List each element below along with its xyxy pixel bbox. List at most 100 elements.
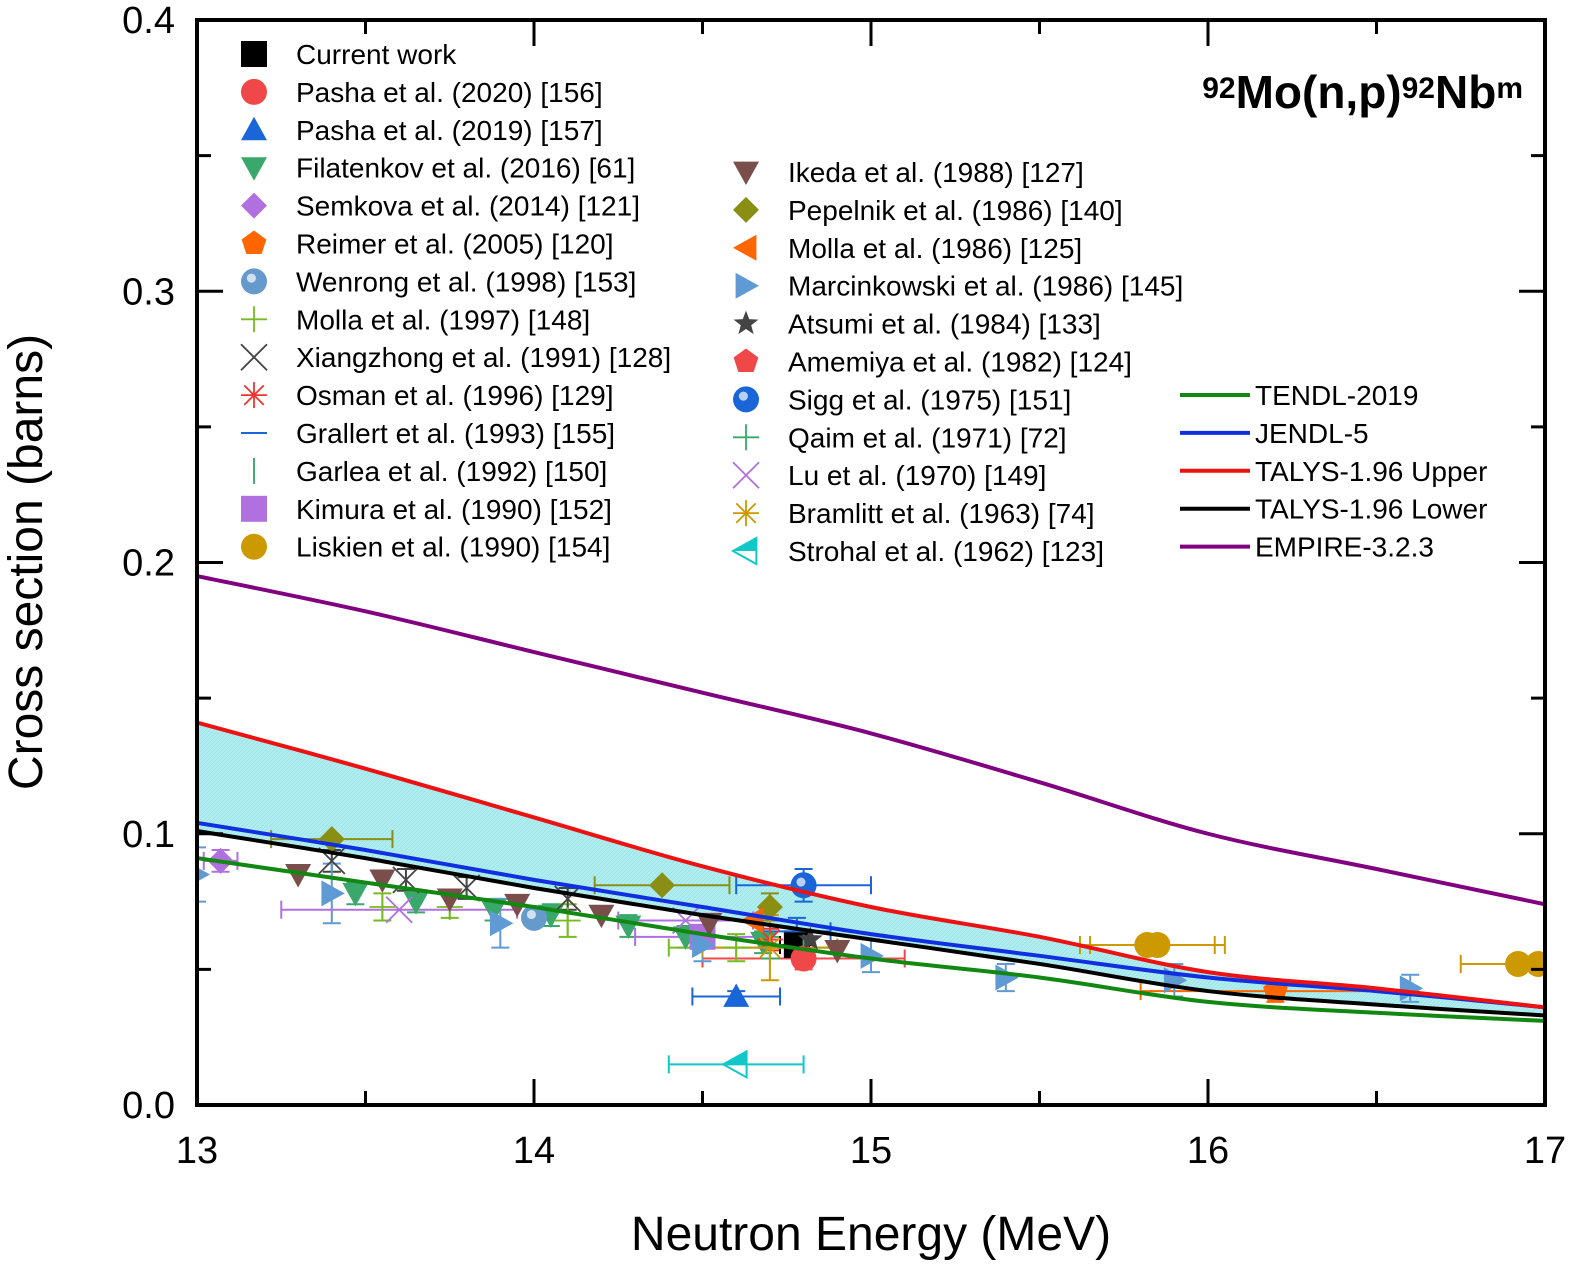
curve-jendl-5 — [197, 820, 1545, 1010]
legend-item: JENDL-5 — [1180, 418, 1369, 449]
x-tick-label: 14 — [513, 1130, 555, 1172]
legend-symbol — [733, 196, 759, 223]
legend-symbol — [241, 78, 267, 105]
legend-item: Molla et al. (1997) [148] — [241, 304, 590, 335]
data-point — [403, 891, 430, 915]
title-superscript: 92 — [1402, 72, 1435, 105]
legend-label: Strohal et al. (1962) [123] — [788, 536, 1104, 567]
legend-label: EMPIRE-3.2.3 — [1255, 532, 1434, 563]
legend-item: Pasha et al. (2019) [157] — [241, 115, 603, 146]
legend-symbol — [241, 533, 267, 560]
data-point — [995, 964, 1019, 991]
data-point — [723, 983, 750, 1007]
legend-symbol — [733, 234, 757, 261]
data-point — [369, 893, 396, 920]
legend-label: JENDL-5 — [1255, 418, 1369, 449]
legend-item: Osman et al. (1996) [129] — [241, 380, 614, 411]
legend-item: Liskien et al. (1990) [154] — [241, 532, 610, 563]
markers-series-23 — [756, 934, 783, 961]
legend-label: Grallert et al. (1993) [155] — [296, 418, 615, 449]
legend-label: Xiangzhong et al. (1991) [128] — [296, 342, 671, 373]
x-axis-title: Neutron Energy (MeV) — [631, 1208, 1111, 1261]
legend-item: Pasha et al. (2020) [156] — [241, 77, 603, 108]
legend-label: Ikeda et al. (1988) [127] — [788, 157, 1084, 188]
legend-symbol — [733, 348, 759, 373]
legend-label: Marcinkowski et al. (1986) [145] — [788, 271, 1183, 302]
x-tick-label: 17 — [1524, 1130, 1566, 1172]
legend-symbol — [733, 500, 759, 527]
legend-symbol — [735, 272, 759, 299]
legend-label: Bramlitt et al. (1963) [74] — [788, 498, 1095, 529]
legend-label: TENDL-2019 — [1255, 380, 1418, 411]
legend-symbol — [733, 161, 759, 185]
x-tick-label: 15 — [850, 1130, 892, 1172]
data-point — [385, 896, 413, 924]
axes: 13 14 15 16 17 0.0 0.1 0.2 0.3 0.4 — [122, 0, 1566, 1172]
data-point — [1525, 950, 1545, 977]
legend-item: TALYS-1.96 Lower — [1180, 494, 1487, 525]
legend-item: Marcinkowski et al. (1986) [145] — [735, 271, 1183, 302]
sphere-highlight — [738, 391, 748, 401]
legend-symbol — [241, 230, 267, 255]
data-point — [797, 926, 823, 951]
title-superscript: 92 — [1202, 72, 1235, 105]
data-point — [197, 867, 210, 882]
curve-layer — [197, 574, 1545, 1023]
title-text: Mo(n,p) — [1236, 66, 1402, 118]
legend-label: Sigg et al. (1975) [151] — [788, 384, 1071, 415]
legend-label: Pasha et al. (2020) [156] — [296, 77, 603, 108]
data-point — [489, 910, 514, 937]
legend-symbol — [241, 116, 267, 141]
x-tick-label: 13 — [176, 1130, 218, 1172]
title-superscript: m — [1496, 72, 1523, 105]
legend-item: Molla et al. (1986) [125] — [733, 233, 1082, 264]
legend-symbol — [241, 41, 267, 67]
data-point — [1144, 931, 1171, 958]
markers-series-6 — [521, 904, 547, 931]
legend-item: Sigg et al. (1975) [151] — [733, 384, 1071, 415]
legend-label: Pasha et al. (2019) [157] — [296, 115, 603, 146]
data-point — [756, 934, 783, 961]
title-text: Nb — [1435, 66, 1496, 118]
marker-outline — [730, 536, 758, 566]
data-point — [342, 883, 369, 907]
legend-label: Osman et al. (1996) [129] — [296, 380, 614, 411]
legend-label: Amemiya et al. (1982) [124] — [788, 347, 1132, 378]
data-point — [369, 869, 396, 893]
sphere-highlight — [246, 273, 256, 283]
legend-symbol — [730, 536, 758, 566]
legend-item: Xiangzhong et al. (1991) [128] — [240, 342, 671, 373]
legend-item: Amemiya et al. (1982) [124] — [733, 347, 1132, 378]
legend-symbol — [241, 495, 267, 522]
legend-label: Pepelnik et al. (1986) [140] — [788, 195, 1123, 226]
legend: Current work Pasha et al. (2020) [156] Pas… — [240, 39, 1487, 567]
legend-label: TALYS-1.96 Upper — [1255, 456, 1487, 487]
curve-talys-1-96-upper — [197, 720, 1545, 1010]
curve-talys-1-96-lower — [197, 829, 1545, 1018]
legend-item: Strohal et al. (1962) [123] — [730, 536, 1104, 567]
legend-item: Filatenkov et al. (2016) [61] — [241, 153, 635, 184]
legend-item: Qaim et al. (1971) [72] — [733, 422, 1067, 453]
data-point — [824, 939, 851, 964]
legend-label: Reimer et al. (2005) [120] — [296, 229, 614, 260]
legend-item: Wenrong et al. (1998) [153] — [241, 266, 636, 297]
y-axis-title: Cross section (barns) — [0, 334, 53, 790]
legend-symbol — [241, 192, 267, 219]
curve-tendl-2019 — [197, 856, 1545, 1023]
markers-series-13 — [1134, 931, 1545, 977]
data-point — [1505, 950, 1532, 977]
y-tick-label: 0.1 — [122, 814, 175, 856]
y-tick-label: 0.2 — [122, 543, 175, 585]
legend-item: Pepelnik et al. (1986) [140] — [733, 195, 1123, 226]
plot-title: 92Mo(n,p)92Nbm — [1202, 66, 1523, 118]
legend-item: Grallert et al. (1993) [155] — [241, 418, 615, 449]
marker-outline — [721, 1049, 748, 1080]
legend-label: Molla et al. (1997) [148] — [296, 304, 590, 335]
legend-label: Current work — [296, 39, 457, 70]
legend-label: Kimura et al. (1990) [152] — [296, 494, 612, 525]
data-point — [721, 1049, 748, 1080]
markers-series-18 — [797, 926, 823, 951]
legend-symbol — [733, 310, 759, 335]
legend-item: Current work — [241, 39, 457, 70]
